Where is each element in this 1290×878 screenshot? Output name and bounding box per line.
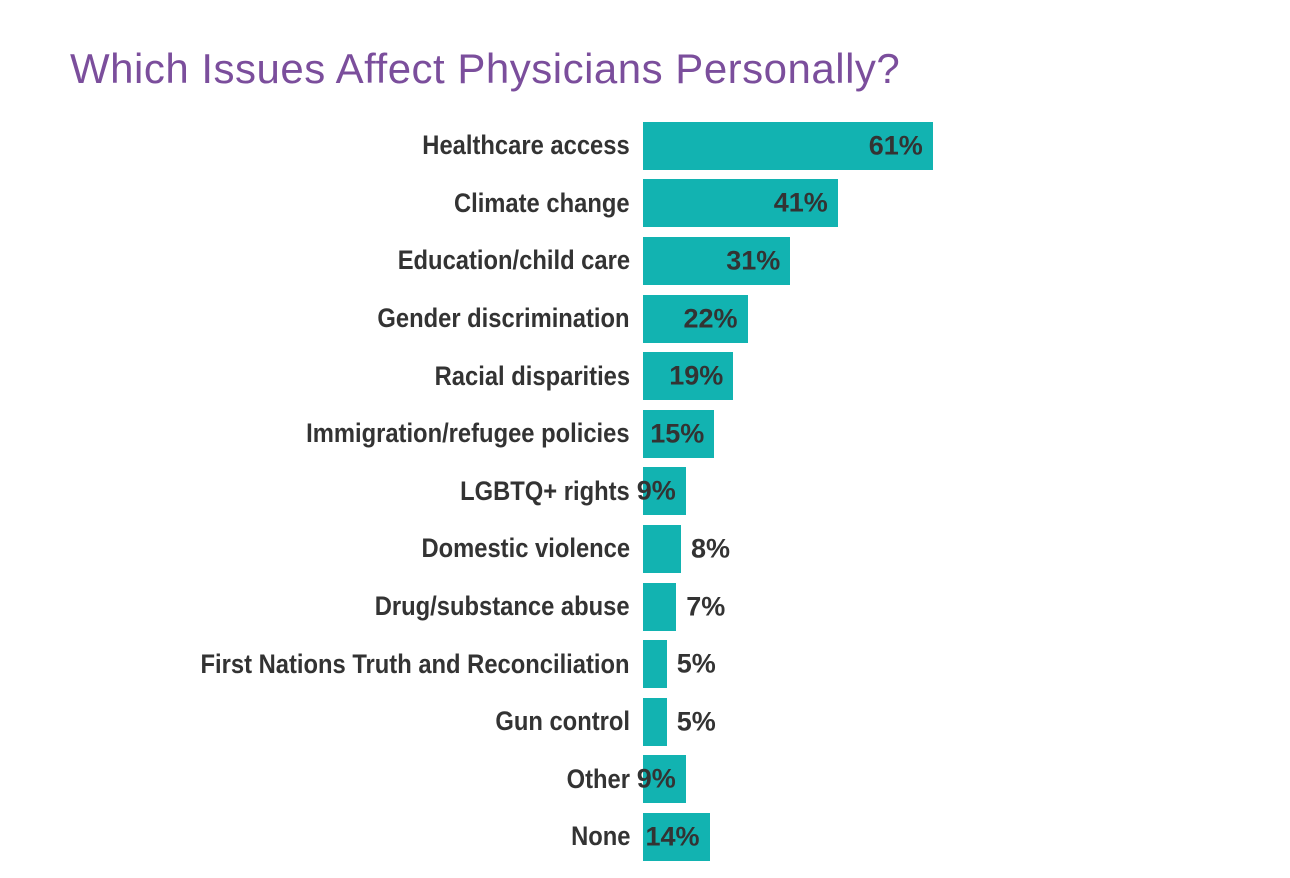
value-label: 19% bbox=[669, 360, 724, 391]
value-label: 14% bbox=[645, 821, 700, 852]
value-label: 22% bbox=[683, 303, 738, 334]
category-cell: Healthcare access bbox=[0, 130, 643, 161]
category-cell: First Nations Truth and Reconciliation bbox=[0, 649, 643, 680]
category-label: First Nations Truth and Reconciliation bbox=[200, 648, 630, 679]
value-label: 5% bbox=[676, 706, 716, 737]
category-cell: Other bbox=[0, 764, 643, 795]
category-cell: Domestic violence bbox=[0, 533, 643, 564]
chart-row: Racial disparities 19% bbox=[0, 347, 1290, 405]
bar-track: 41% bbox=[643, 179, 1290, 228]
value-label: 15% bbox=[650, 418, 705, 449]
bar bbox=[643, 582, 677, 631]
chart-row: None 14% bbox=[0, 808, 1290, 866]
value-label: 7% bbox=[686, 591, 726, 622]
bar-track: 14% bbox=[643, 812, 1290, 861]
category-cell: Racial disparities bbox=[0, 361, 643, 392]
category-label: Racial disparities bbox=[434, 360, 630, 391]
chart-row: Gun control 5% bbox=[0, 693, 1290, 751]
bar bbox=[643, 179, 838, 228]
bar-track: 15% bbox=[643, 409, 1290, 458]
value-label: 41% bbox=[773, 187, 828, 218]
bar bbox=[643, 352, 734, 401]
category-label: Drug/substance abuse bbox=[375, 591, 630, 622]
chart-row: LGBTQ+ rights 9% bbox=[0, 463, 1290, 521]
value-label: 9% bbox=[636, 763, 676, 794]
bar-track: 9% bbox=[637, 755, 1290, 804]
chart-row: First Nations Truth and Reconciliation 5… bbox=[0, 635, 1290, 693]
chart-row: Climate change 41% bbox=[0, 175, 1290, 233]
category-label: Education/child care bbox=[397, 245, 630, 276]
bar-chart: Healthcare access 61% Climate change 41%… bbox=[0, 117, 1290, 866]
value-label: 9% bbox=[636, 475, 676, 506]
bar-track: 5% bbox=[643, 697, 1290, 746]
bar bbox=[643, 236, 791, 285]
category-label: Other bbox=[566, 763, 630, 794]
page-title: Which Issues Affect Physicians Personall… bbox=[70, 45, 901, 92]
category-cell: LGBTQ+ rights bbox=[0, 476, 643, 507]
bar-track: 8% bbox=[643, 524, 1290, 573]
bar-track: 7% bbox=[643, 582, 1290, 631]
bar bbox=[643, 409, 715, 458]
bar bbox=[643, 121, 933, 170]
bar-track: 61% bbox=[643, 121, 1290, 170]
category-label: Gun control bbox=[495, 706, 630, 737]
category-cell: Education/child care bbox=[0, 245, 643, 276]
chart-row: Healthcare access 61% bbox=[0, 117, 1290, 175]
bar-track: 5% bbox=[643, 640, 1290, 689]
chart-row: Education/child care 31% bbox=[0, 232, 1290, 290]
bar-track: 22% bbox=[643, 294, 1290, 343]
chart-row: Domestic violence 8% bbox=[0, 520, 1290, 578]
bar bbox=[643, 294, 748, 343]
category-label: Climate change bbox=[454, 187, 630, 218]
bar bbox=[643, 697, 667, 746]
chart-row: Gender discrimination 22% bbox=[0, 290, 1290, 348]
value-label: 31% bbox=[726, 245, 781, 276]
category-label: Immigration/refugee policies bbox=[306, 418, 630, 449]
bar-track: 9% bbox=[637, 467, 1290, 516]
category-label: LGBTQ+ rights bbox=[460, 475, 630, 506]
bar bbox=[643, 812, 710, 861]
chart-row: Immigration/refugee policies 15% bbox=[0, 405, 1290, 463]
category-cell: Climate change bbox=[0, 188, 643, 219]
bar bbox=[643, 524, 681, 573]
category-cell: Gender discrimination bbox=[0, 303, 643, 334]
bar-track: 31% bbox=[643, 236, 1290, 285]
value-label: 61% bbox=[868, 130, 923, 161]
bar-track: 19% bbox=[643, 352, 1290, 401]
chart-row: Drug/substance abuse 7% bbox=[0, 578, 1290, 636]
bar bbox=[643, 640, 667, 689]
category-label: Gender discrimination bbox=[377, 303, 630, 334]
category-label: Domestic violence bbox=[421, 533, 630, 564]
bar bbox=[643, 755, 686, 804]
value-label: 8% bbox=[691, 533, 731, 564]
chart-row: Other 9% bbox=[0, 751, 1290, 809]
bar bbox=[643, 467, 686, 516]
category-label: Healthcare access bbox=[422, 130, 630, 161]
category-cell: Immigration/refugee policies bbox=[0, 418, 643, 449]
category-cell: Drug/substance abuse bbox=[0, 591, 643, 622]
category-cell: None bbox=[0, 821, 643, 852]
category-label: None bbox=[570, 821, 630, 852]
category-cell: Gun control bbox=[0, 706, 643, 737]
value-label: 5% bbox=[676, 648, 716, 679]
